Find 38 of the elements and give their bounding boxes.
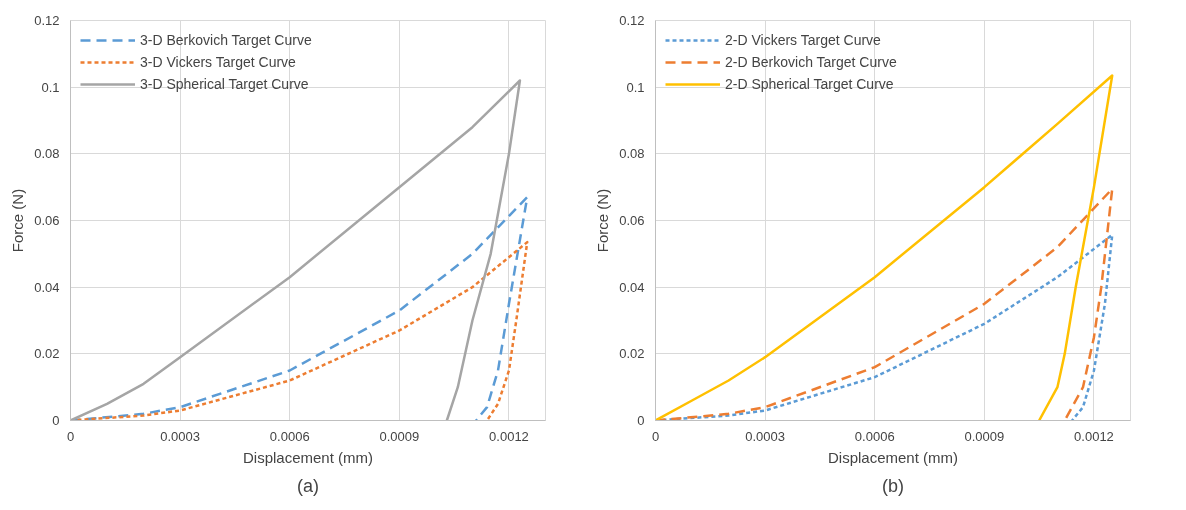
legend-label: 3-D Vickers Target Curve (140, 54, 296, 70)
x-tick-label: 0.0012 (1074, 428, 1114, 444)
y-tick-label: 0.12 (619, 13, 645, 28)
y-tick-label: 0.02 (34, 346, 60, 362)
y-tick-label: 0.06 (619, 213, 645, 228)
y-tick-label: 0.06 (34, 213, 60, 228)
legend-label: 3-D Berkovich Target Curve (140, 32, 312, 48)
x-tick-label: 0.0006 (854, 428, 895, 444)
y-tick-label: 0.1 (41, 79, 60, 95)
y-tick-label: 0.08 (619, 146, 645, 162)
line-series (70, 79, 522, 421)
x-tick-label: 0.0003 (160, 428, 200, 444)
y-tick-label: 0.04 (34, 279, 60, 295)
y-axis-title: Force (N) (594, 188, 612, 253)
legend-label: 3-D Spherical Target Curve (140, 76, 309, 92)
legend-label: 2-D Berkovich Target Curve (725, 54, 897, 70)
text: (a) (297, 475, 319, 496)
text: (b) (882, 475, 904, 496)
y-tick-label: 0.04 (619, 279, 645, 295)
y-tick-label: 0 (52, 413, 60, 428)
y-axis-title: Force (N) (9, 188, 27, 253)
y-tick-label: 0 (637, 413, 645, 428)
x-tick-label: 0.0009 (379, 428, 420, 444)
x-axis-title: Displacement (mm) (827, 448, 959, 466)
x-tick-label: 0.0006 (269, 428, 310, 444)
y-tick-label: 0.02 (619, 346, 645, 362)
y-tick-label: 0.08 (34, 146, 60, 162)
legend-label: 2-D Vickers Target Curve (725, 32, 881, 48)
x-tick-label: 0.0012 (489, 428, 529, 444)
x-axis-title: Displacement (mm) (242, 448, 374, 466)
legend-label: 2-D Spherical Target Curve (725, 76, 894, 92)
x-tick-label: 0.0003 (745, 428, 785, 444)
x-tick-label: 0 (66, 428, 75, 444)
y-tick-label: 0.1 (626, 79, 645, 95)
line-series (655, 74, 1114, 421)
y-tick-label: 0.12 (34, 13, 60, 28)
x-tick-label: 0.0009 (964, 428, 1005, 444)
x-tick-label: 0 (651, 428, 660, 444)
